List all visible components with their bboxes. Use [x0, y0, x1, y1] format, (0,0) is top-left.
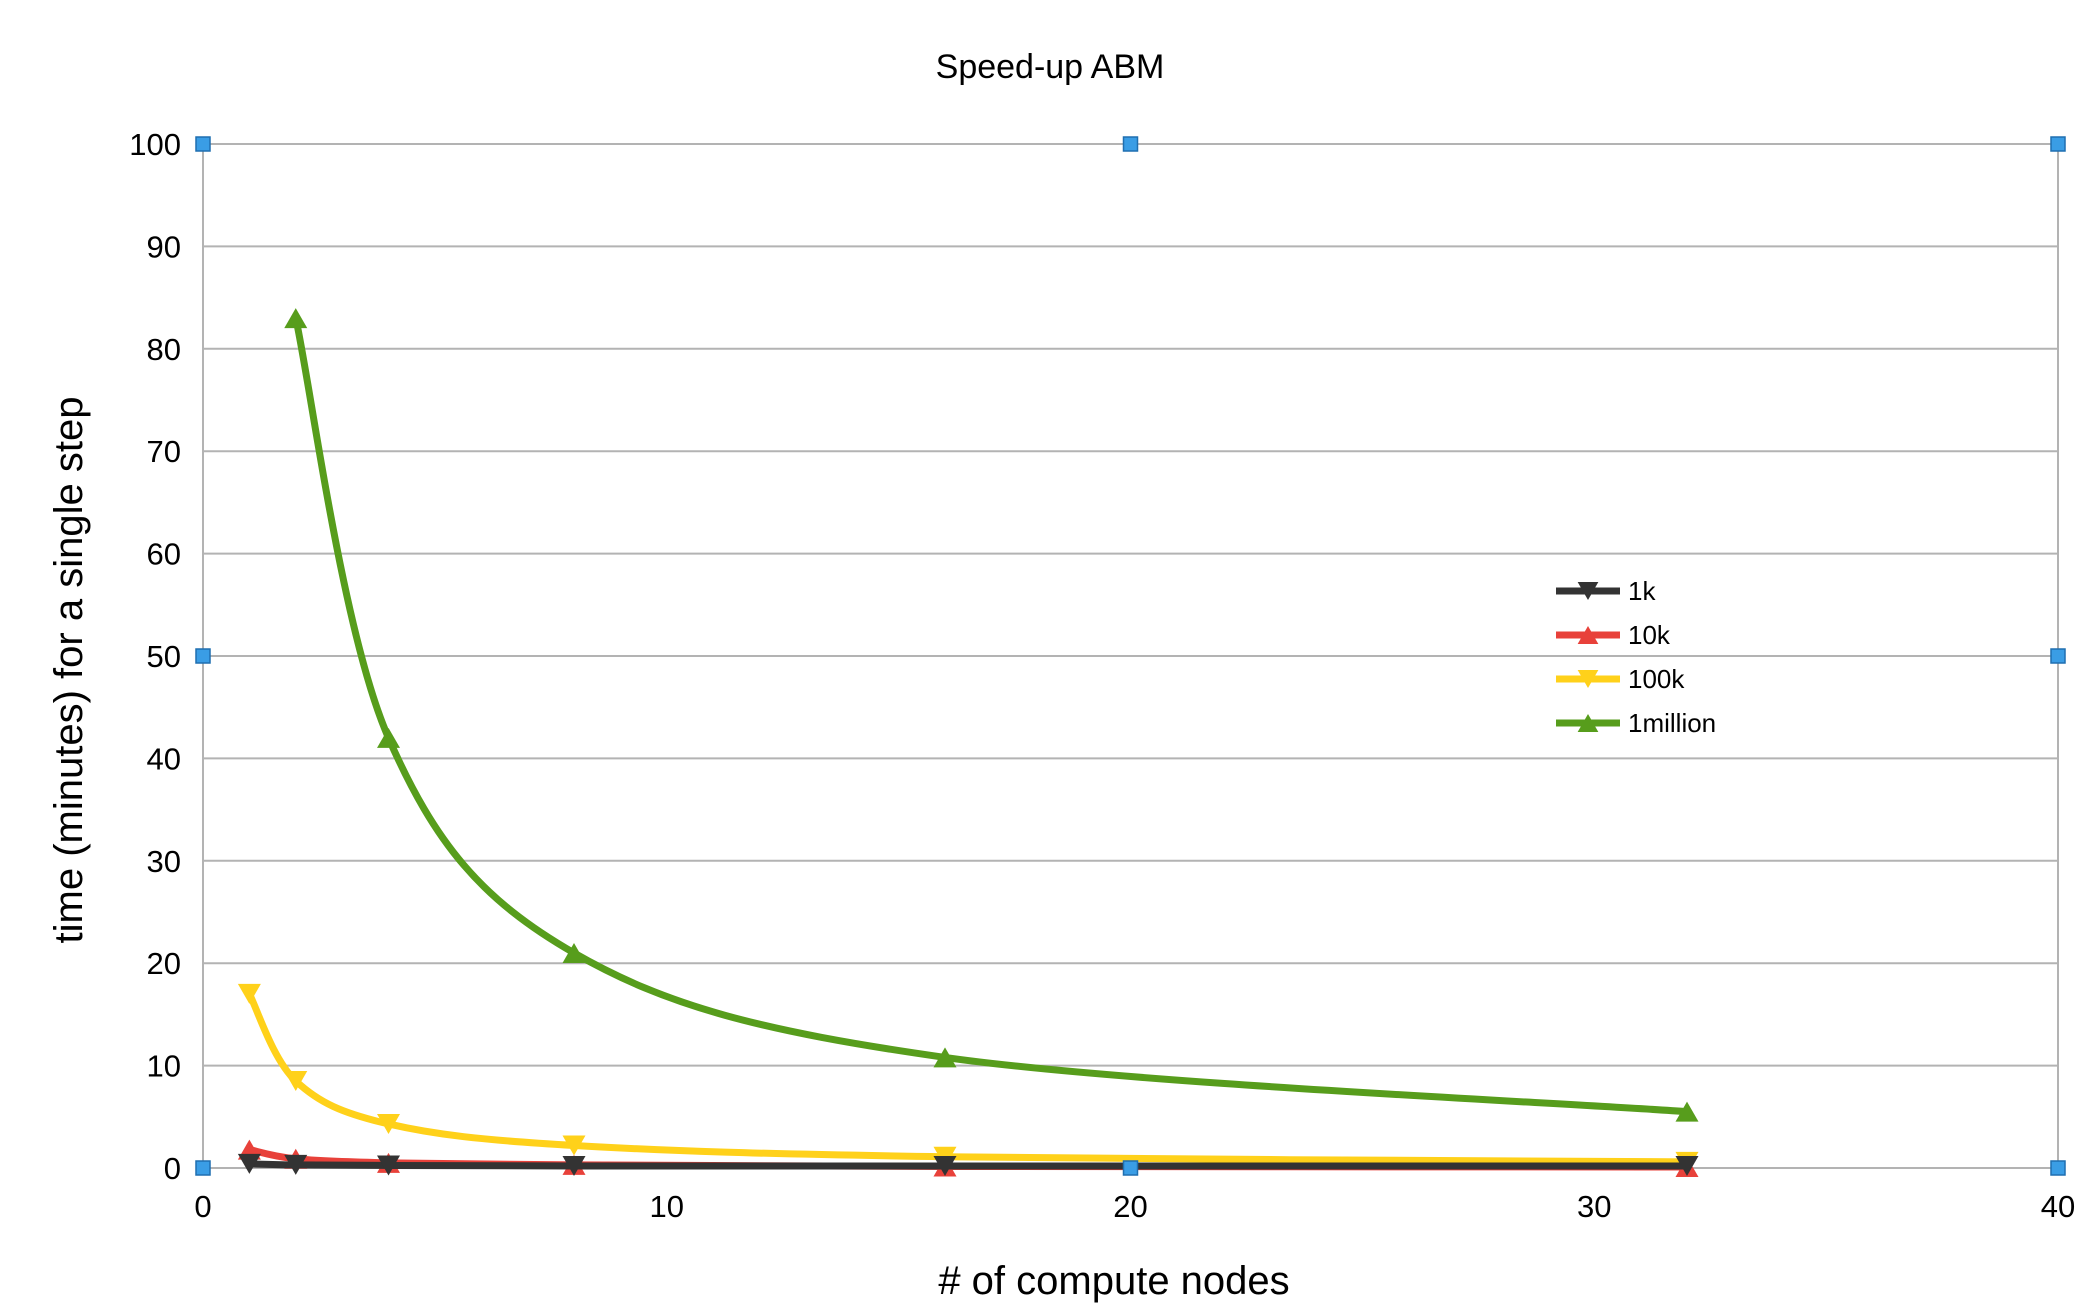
series-1million [284, 308, 1699, 1122]
data-point-1k [284, 1154, 308, 1175]
legend-item-10k: 10k [1556, 620, 1671, 650]
x-axis-label: # of compute nodes [938, 1259, 1289, 1303]
x-tick-label: 0 [194, 1189, 211, 1224]
selection-handle[interactable] [2050, 136, 2066, 152]
selection-handle[interactable] [195, 136, 211, 152]
data-point-1k [237, 1153, 261, 1174]
y-tick-label: 30 [147, 844, 181, 879]
tick-labels: 0 10 20 30 40 50 60 70 80 90 100 0 10 20 30 40 [129, 127, 2075, 1224]
data-point-100k [562, 1135, 586, 1156]
selection-handle[interactable] [195, 648, 211, 664]
x-tick-label: 30 [1577, 1189, 1611, 1224]
x-tick-label: 20 [1113, 1189, 1147, 1224]
selection-handle[interactable] [2050, 648, 2066, 664]
y-tick-label: 50 [147, 639, 181, 674]
y-tick-label: 20 [147, 946, 181, 981]
legend-marker-1million [1577, 714, 1599, 732]
grid-layer [202, 143, 2059, 1169]
series-layer [237, 308, 1699, 1177]
legend-item-1million: 1million [1556, 708, 1716, 738]
legend-marker-1k [1577, 582, 1599, 600]
data-point-1million [933, 1047, 957, 1068]
data-point-100k [284, 1070, 308, 1091]
data-point-100k [377, 1113, 400, 1134]
selection-handle[interactable] [195, 1160, 211, 1176]
series-1k [237, 1153, 1699, 1176]
legend-label-1k: 1k [1628, 576, 1656, 606]
data-point-1million [284, 308, 308, 329]
legend-item-100k: 100k [1556, 664, 1685, 694]
y-tick-label: 10 [147, 1049, 181, 1084]
data-point-1k [933, 1155, 957, 1176]
legend-marker-10k [1577, 626, 1599, 644]
legend-label-100k: 100k [1628, 664, 1685, 694]
legend-label-10k: 10k [1628, 620, 1671, 650]
y-tick-label: 0 [164, 1151, 181, 1186]
selection-handle[interactable] [2050, 1160, 2066, 1176]
y-tick-label: 40 [147, 741, 181, 776]
y-tick-label: 60 [147, 537, 181, 572]
legend-item-1k: 1k [1556, 576, 1656, 606]
x-tick-label: 40 [2041, 1189, 2075, 1224]
legend-label-1million: 1million [1628, 708, 1716, 738]
data-point-1k [377, 1155, 400, 1176]
series-line-1million [292, 314, 1691, 1116]
x-tick-label: 10 [650, 1189, 684, 1224]
selection-handles[interactable] [195, 136, 2066, 1176]
legend: 1k 10k 100k 1million [1556, 576, 1716, 738]
y-tick-label: 80 [147, 332, 181, 367]
y-tick-label: 90 [147, 229, 181, 264]
data-point-1million [377, 727, 400, 748]
series-line-100k [245, 990, 1691, 1166]
series-line-1k [245, 1160, 1691, 1170]
data-point-1k [562, 1155, 586, 1176]
data-point-1million [1675, 1101, 1699, 1122]
selection-handle[interactable] [1122, 1160, 1139, 1176]
selection-handle[interactable] [1122, 136, 1139, 152]
data-point-100k [237, 983, 261, 1004]
y-tick-label: 100 [129, 127, 181, 162]
y-axis-label: time (minutes) for a single step [47, 397, 91, 944]
data-point-1million [562, 942, 586, 963]
data-point-1k [1675, 1155, 1699, 1176]
chart-title: Speed-up ABM [936, 48, 1165, 86]
legend-marker-100k [1577, 670, 1599, 688]
series-100k [237, 983, 1699, 1172]
y-tick-label: 70 [147, 434, 181, 469]
